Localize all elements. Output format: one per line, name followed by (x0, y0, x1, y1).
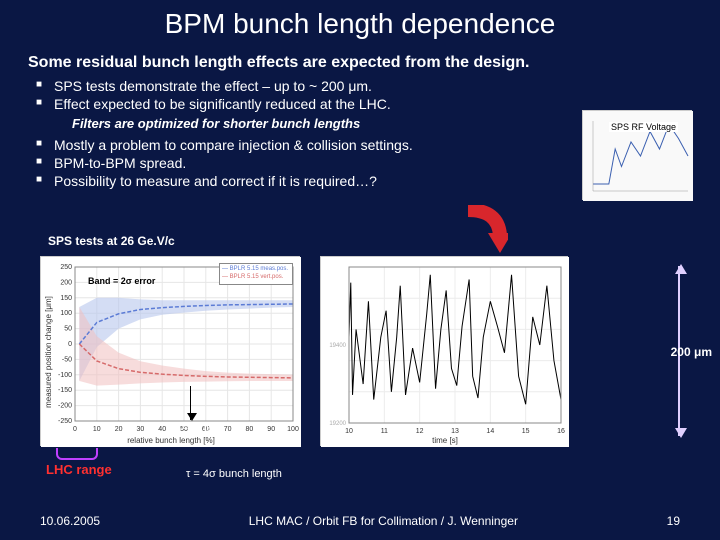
sps-tests-label: SPS tests at 26 Ge.V/c (48, 234, 175, 248)
svg-text:100: 100 (287, 426, 299, 433)
tau-4ns-label: τ = 4 ns (170, 422, 216, 434)
svg-text:-150: -150 (58, 387, 72, 394)
svg-text:16: 16 (557, 428, 565, 435)
svg-text:10: 10 (345, 428, 353, 435)
svg-text:19200: 19200 (329, 421, 346, 427)
legend-item: BPLR 5.15 vert.pos. (230, 274, 284, 280)
svg-text:measured position change [μm]: measured position change [μm] (44, 296, 53, 408)
svg-text:13: 13 (451, 428, 459, 435)
svg-text:70: 70 (224, 426, 232, 433)
svg-text:0: 0 (73, 426, 77, 433)
svg-text:-50: -50 (62, 356, 72, 363)
red-curved-arrow-icon (458, 205, 508, 255)
chart1-legend: — BPLR 5.15 meas.pos. — BPLR 5.15 vert.p… (219, 263, 293, 285)
svg-text:20: 20 (115, 426, 123, 433)
charts-row: 0102030405060708090100-250-200-150-100-5… (40, 256, 680, 496)
svg-text:10: 10 (93, 426, 101, 433)
sps-rf-label: SPS RF Voltage (609, 122, 678, 132)
chart-timeseries: 10 11 12 13 14 15 16 time [s] 19400 19200 (320, 256, 568, 446)
lhc-range-bracket-icon (56, 448, 98, 460)
svg-text:0: 0 (68, 341, 72, 348)
svg-text:-100: -100 (58, 372, 72, 379)
tick-arrow-icon (190, 386, 191, 420)
svg-text:19400: 19400 (329, 343, 346, 349)
svg-text:11: 11 (381, 428, 388, 435)
lhc-range-label: LHC range (46, 462, 112, 477)
svg-text:time [s]: time [s] (432, 436, 458, 445)
svg-text:50: 50 (64, 326, 72, 333)
svg-text:-200: -200 (58, 403, 72, 410)
svg-text:40: 40 (158, 426, 166, 433)
footer-mid: LHC MAC / Orbit FB for Collimation / J. … (249, 514, 518, 528)
svg-text:14: 14 (486, 428, 494, 435)
svg-text:12: 12 (416, 428, 424, 435)
chart-band: 0102030405060708090100-250-200-150-100-5… (40, 256, 300, 446)
slide-title: BPM bunch length dependence (0, 0, 720, 40)
slide-footer: 10.06.2005 LHC MAC / Orbit FB for Collim… (0, 514, 720, 528)
bullet-group-1: SPS tests demonstrate the effect – up to… (28, 78, 692, 112)
svg-text:150: 150 (60, 295, 72, 302)
svg-text:30: 30 (137, 426, 145, 433)
svg-text:250: 250 (60, 264, 72, 271)
svg-text:80: 80 (246, 426, 254, 433)
svg-text:200: 200 (60, 279, 72, 286)
tau-4sigma-label: τ = 4σ bunch length (186, 468, 282, 480)
svg-text:100: 100 (60, 310, 72, 317)
range-200um-label: 200 μm (671, 345, 712, 359)
intro-text: Some residual bunch length effects are e… (28, 54, 692, 72)
svg-text:relative bunch length [%]: relative bunch length [%] (127, 436, 215, 445)
svg-text:-250: -250 (58, 418, 72, 425)
svg-text:15: 15 (522, 428, 530, 435)
bullet-item: SPS tests demonstrate the effect – up to… (54, 78, 692, 94)
legend-item: BPLR 5.15 meas.pos. (230, 266, 288, 272)
svg-text:90: 90 (267, 426, 275, 433)
footer-page: 19 (667, 514, 680, 528)
band-error-label: Band = 2σ error (88, 276, 155, 286)
footer-date: 10.06.2005 (40, 514, 100, 528)
